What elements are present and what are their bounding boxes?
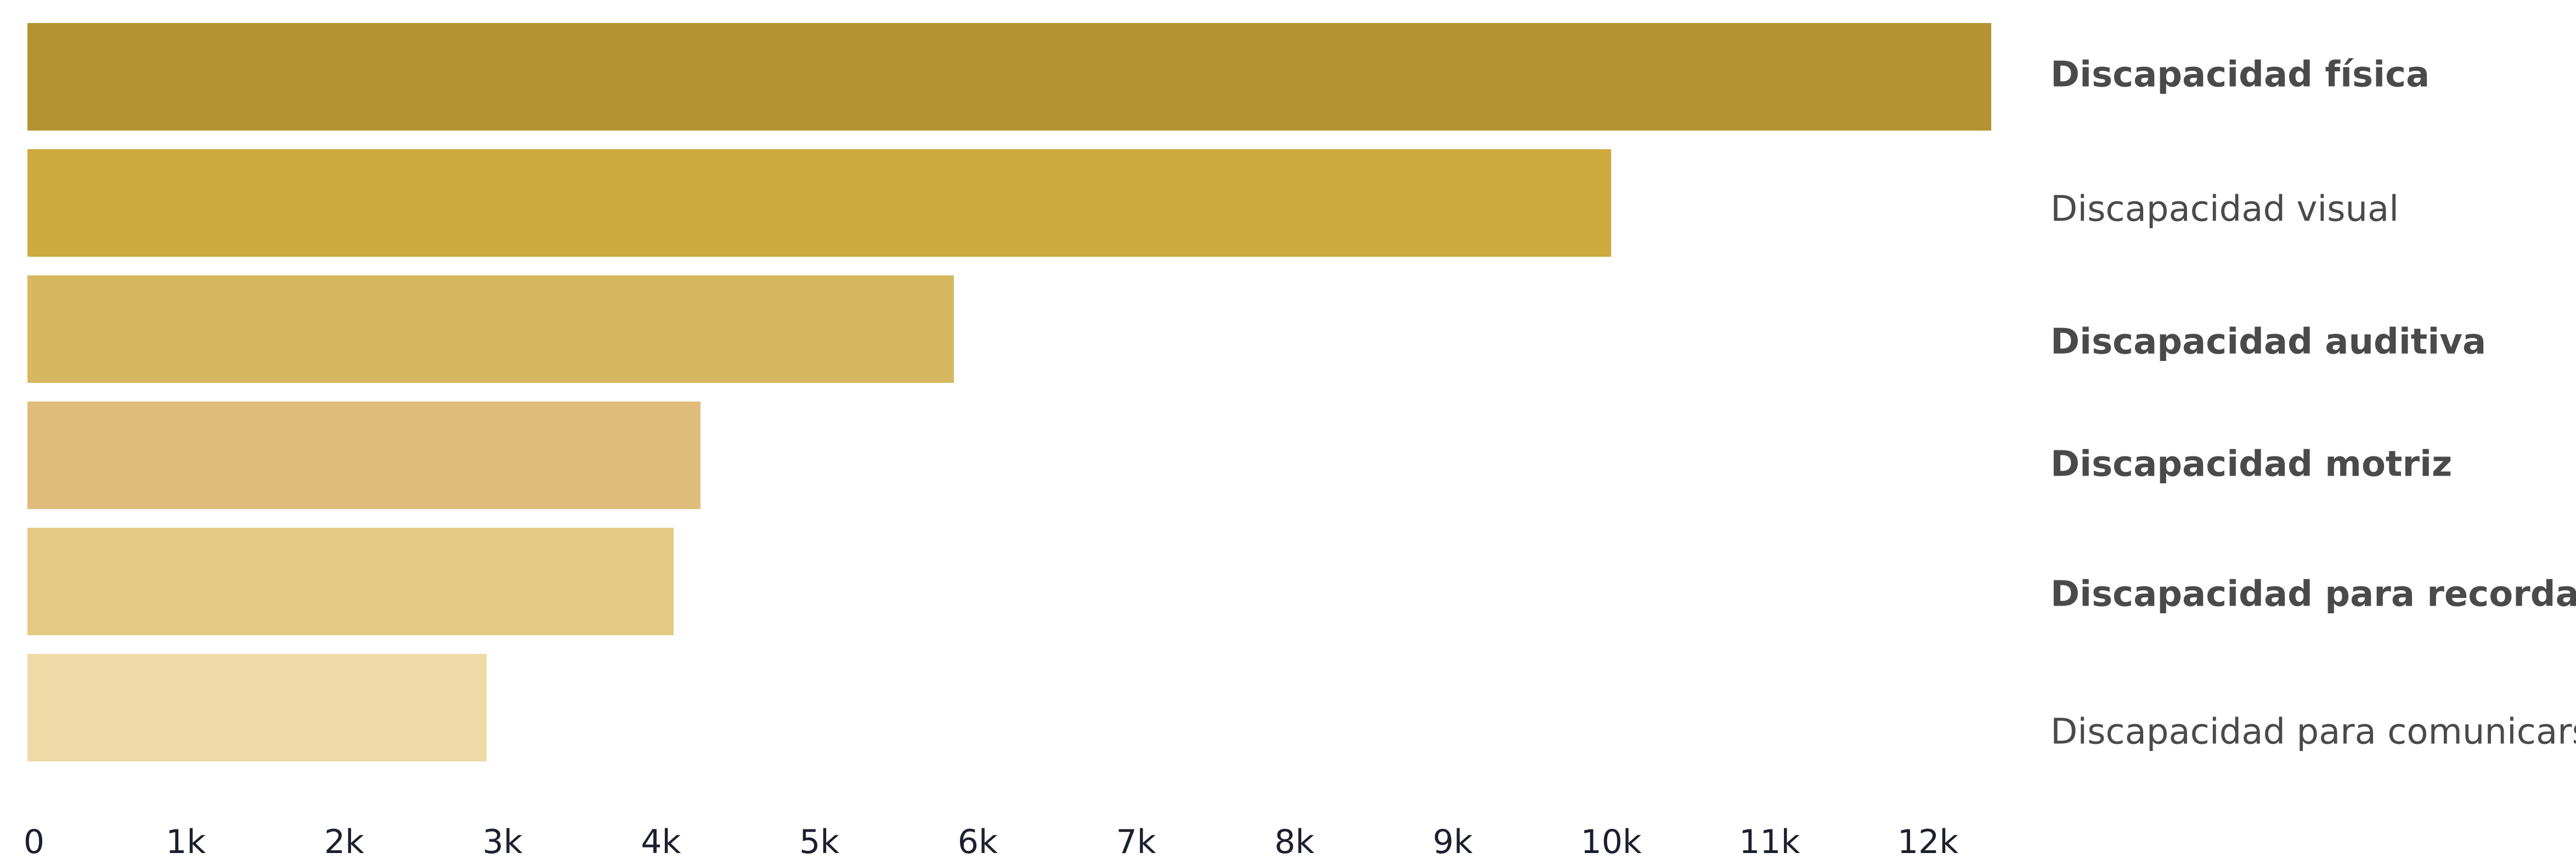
x-tick-label-4: 4k: [641, 823, 681, 861]
category-label-3: Discapacidad auditiva: [2050, 322, 2486, 363]
category-labels-group: Discapacidad física Discapacidad visual Di…: [2050, 55, 2576, 753]
bar-4: [27, 402, 701, 509]
category-label-2: Discapacidad visual: [2050, 189, 2399, 230]
x-tick-label-10: 10k: [1581, 823, 1642, 861]
bar-6: [27, 654, 487, 761]
bar-2: [27, 149, 1612, 257]
x-tick-label-5: 5k: [799, 823, 839, 861]
category-label-1: Discapacidad física: [2050, 55, 2430, 95]
category-label-6: Discapacidad para comunicarse: [2050, 712, 2576, 753]
x-tick-label-7: 7k: [1116, 823, 1156, 861]
bar-1: [27, 23, 1991, 131]
x-tick-label-3: 3k: [483, 823, 523, 861]
x-tick-label-9: 9k: [1433, 823, 1473, 861]
x-tick-label-8: 8k: [1274, 823, 1314, 861]
x-axis-ticks-group: 0 1k 2k 3k 4k 5k 6k 7k 8k 9k 10k 11k 12k: [24, 823, 1958, 861]
x-tick-label-11: 11k: [1739, 823, 1800, 861]
bar-3: [27, 275, 954, 383]
x-tick-label-1: 1k: [166, 823, 206, 861]
category-label-4: Discapacidad motriz: [2050, 444, 2452, 485]
x-tick-label-2: 2k: [324, 823, 364, 861]
x-tick-label-0: 0: [24, 823, 44, 861]
x-tick-label-6: 6k: [958, 823, 998, 861]
bars-group: [27, 23, 1991, 761]
category-label-5: Discapacidad para recordar: [2050, 574, 2576, 615]
x-tick-label-12: 12k: [1897, 823, 1958, 861]
bar-5: [27, 528, 674, 635]
